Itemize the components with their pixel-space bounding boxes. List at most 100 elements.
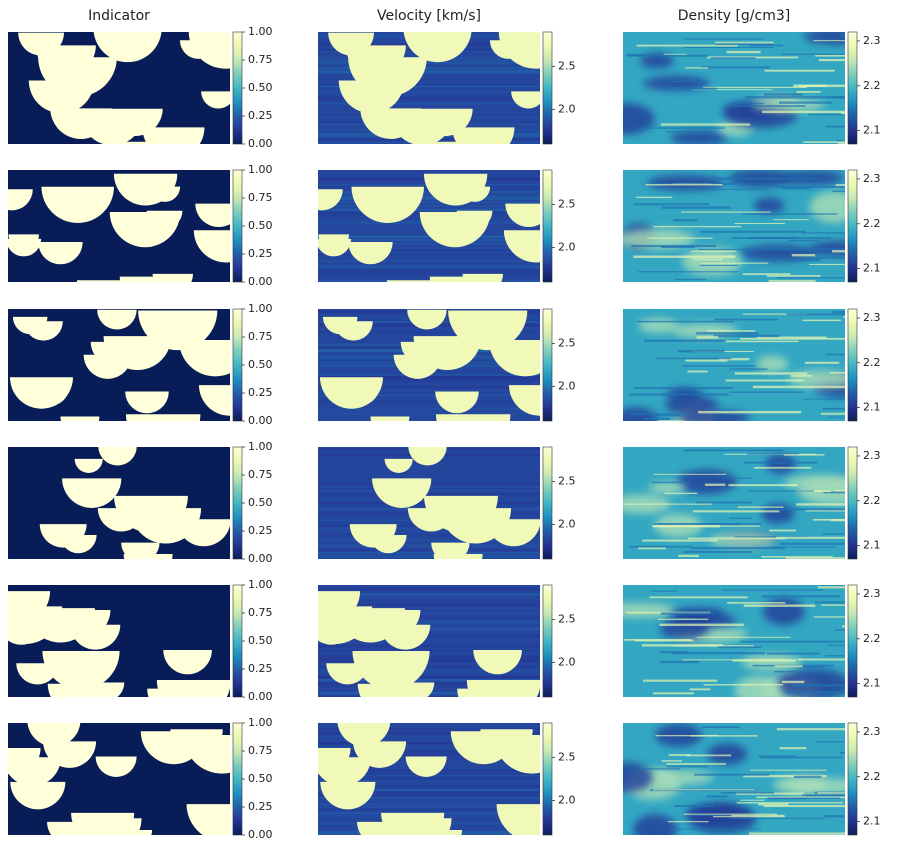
streak — [832, 250, 898, 252]
blob — [735, 676, 781, 706]
streak — [318, 471, 540, 474]
colorbar-tick-label: 2.2 — [863, 356, 881, 369]
colorbar-tick-label: 2.2 — [863, 79, 881, 92]
colorbar-tick-label: 2.0 — [558, 794, 576, 807]
streak — [781, 54, 872, 55]
streak — [653, 692, 694, 694]
streak — [765, 70, 835, 72]
streak — [678, 350, 725, 352]
streak — [629, 393, 728, 395]
blob — [754, 197, 785, 213]
streak — [700, 265, 738, 266]
streak — [668, 821, 709, 822]
colorbar-tick-label: 2.2 — [863, 770, 881, 783]
colorbar-tick-label: 0.25 — [248, 247, 273, 260]
streak — [789, 240, 819, 242]
streak — [748, 490, 814, 491]
colorbar — [233, 32, 242, 144]
streak — [803, 320, 841, 321]
colorbar-tick-label: 0.50 — [248, 358, 273, 371]
colorbar-tick-label: 1.00 — [248, 716, 273, 729]
streak — [702, 66, 770, 68]
body — [48, 684, 108, 714]
colorbar-tick-label: 2.3 — [863, 587, 881, 600]
streak — [786, 557, 856, 559]
streak — [723, 341, 798, 343]
colorbar-tick-label: 2.0 — [558, 241, 576, 254]
streak — [731, 815, 784, 816]
panel-title: Velocity [km/s] — [377, 8, 481, 24]
streak — [782, 681, 804, 683]
streak — [660, 661, 699, 663]
streak — [787, 691, 857, 693]
body — [452, 127, 514, 158]
blob — [638, 318, 678, 333]
streak — [770, 546, 836, 547]
streak — [686, 360, 728, 362]
streak — [700, 231, 805, 233]
colorbar-tick-label: 1.00 — [248, 25, 273, 38]
colorbar-tick-label: 2.3 — [863, 725, 881, 738]
streak — [823, 492, 898, 494]
streak — [318, 475, 540, 477]
streak — [318, 195, 540, 197]
colorbar — [543, 723, 552, 835]
figure: Indicator0.000.250.500.751.000.000.250.5… — [0, 0, 898, 847]
streak — [656, 358, 731, 360]
colorbar — [848, 723, 857, 835]
streak — [742, 213, 837, 214]
colorbar-tick-label: 0.75 — [248, 330, 273, 343]
colorbar-tick-label: 2.2 — [863, 632, 881, 645]
colorbar-tick-label: 2.2 — [863, 217, 881, 230]
streak — [729, 103, 764, 104]
streak — [821, 413, 898, 415]
streak — [819, 59, 898, 61]
streak — [702, 726, 739, 728]
heatmap-image — [294, 585, 541, 717]
streak — [754, 467, 811, 469]
colorbar-tick-label: 1.00 — [248, 440, 273, 453]
body — [370, 417, 409, 436]
colorbar-tick-label: 2.3 — [863, 34, 881, 47]
streak — [693, 259, 722, 261]
streak — [743, 273, 790, 275]
colorbar-tick-label: 2.5 — [558, 336, 576, 349]
streak — [815, 601, 870, 603]
colorbar-tick-label: 0.25 — [248, 386, 273, 399]
blob — [752, 98, 825, 111]
streak — [664, 493, 697, 494]
colorbar — [848, 447, 857, 559]
colorbar — [543, 309, 552, 421]
streak — [705, 484, 725, 486]
streak — [642, 644, 723, 646]
streak — [715, 42, 774, 44]
colorbar — [848, 309, 857, 421]
streak — [686, 755, 731, 757]
streak — [769, 280, 816, 282]
body — [430, 142, 466, 160]
streak — [631, 245, 716, 247]
streak — [729, 391, 804, 392]
streak — [650, 596, 748, 598]
streak — [669, 754, 691, 756]
streak — [828, 398, 896, 400]
streak — [717, 177, 818, 179]
streak — [728, 484, 797, 486]
blob — [648, 482, 685, 494]
streak — [684, 47, 774, 48]
streak — [646, 184, 723, 186]
heatmap-image — [8, 28, 263, 160]
streak — [318, 645, 540, 647]
streak — [792, 254, 815, 256]
streak — [744, 604, 816, 606]
streak — [684, 449, 783, 451]
colorbar-tick-label: 0.75 — [248, 468, 273, 481]
streak — [629, 55, 709, 57]
body — [381, 813, 444, 845]
streak — [762, 595, 841, 597]
streak — [688, 538, 786, 540]
colorbar-tick-label: 2.1 — [863, 815, 881, 828]
streak — [791, 375, 812, 377]
colorbar-tick-label: 0.00 — [248, 275, 273, 288]
streak — [697, 336, 719, 338]
